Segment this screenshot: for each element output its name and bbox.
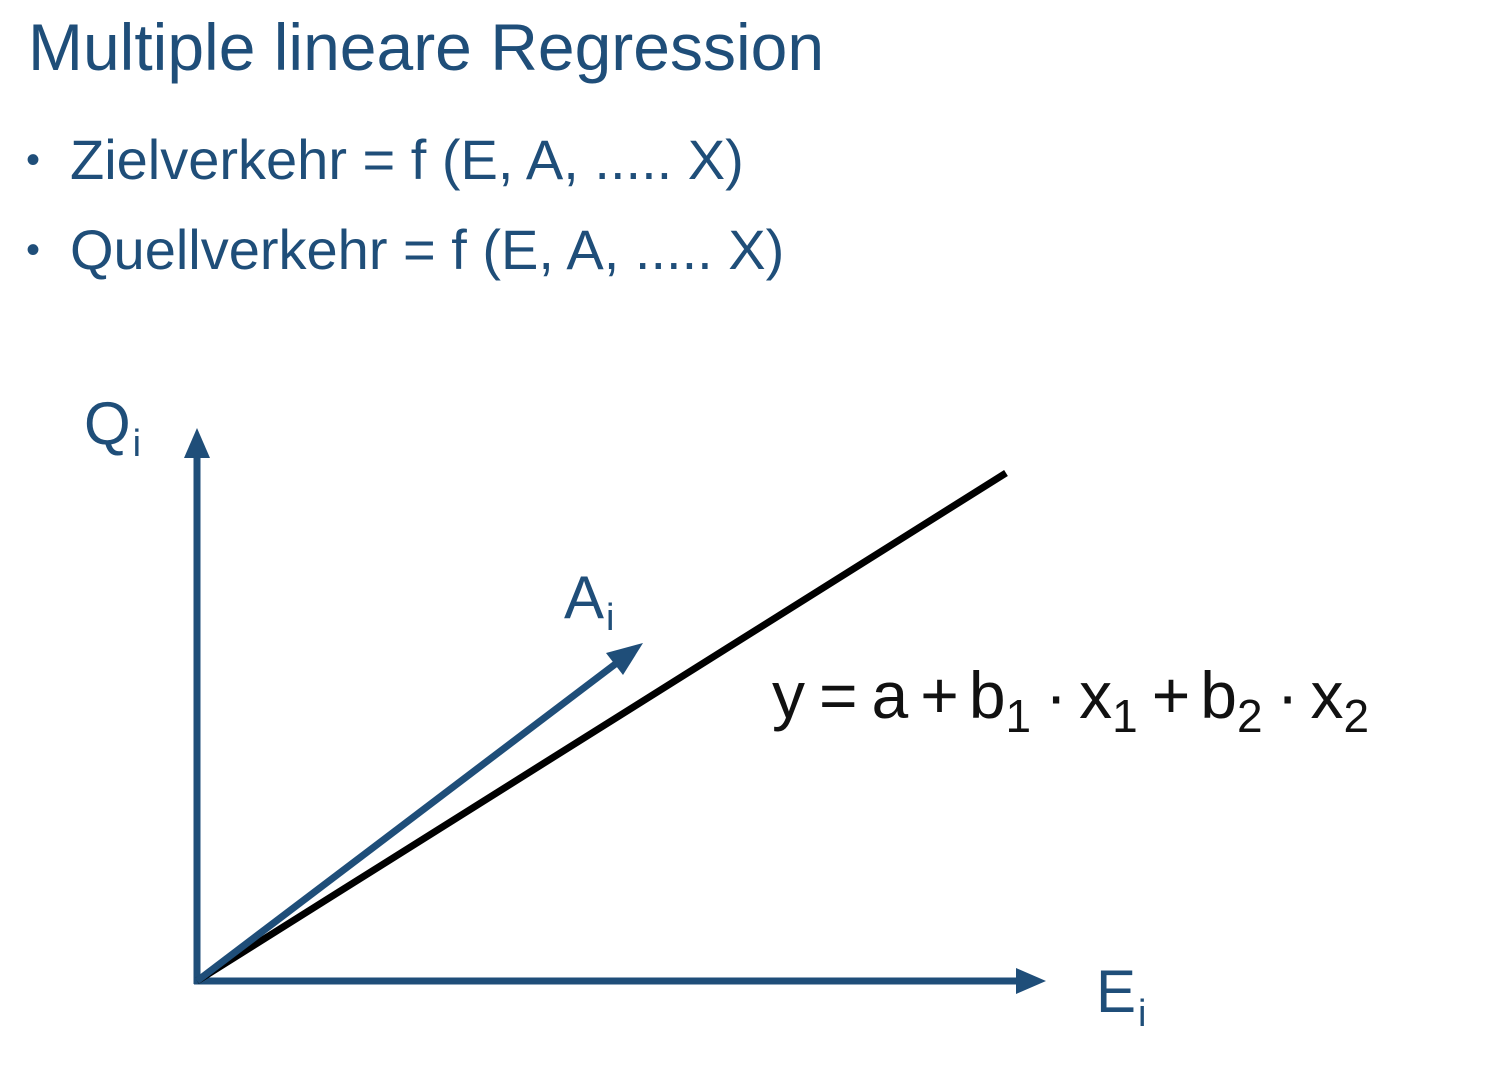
eq-b2-sub: 2: [1237, 690, 1263, 742]
eq-plus-1: +: [920, 658, 959, 732]
bullet-marker: •: [26, 228, 41, 272]
x-axis-label-sub: i: [1138, 993, 1146, 1035]
a-vector-label-main: A: [564, 564, 604, 631]
eq-dot-2: ·: [1277, 658, 1299, 732]
bullet-item-quellverkehr: • Quellverkehr = f (E, A, ..... X): [26, 222, 784, 312]
y-axis-label: Qi: [84, 390, 141, 465]
a-vector-arrowhead: [606, 643, 643, 675]
y-axis-label-sub: i: [133, 423, 141, 465]
eq-plus-2: +: [1152, 658, 1191, 732]
eq-b2: b: [1200, 658, 1237, 732]
eq-x2-sub: 2: [1344, 690, 1370, 742]
regression-equation: y = a + b1 · x1 + b2 · x2: [772, 658, 1369, 742]
a-vector-label-sub: i: [606, 597, 614, 639]
a-vector-line: [194, 656, 625, 984]
eq-x1: x: [1079, 658, 1112, 732]
bullet-marker: •: [26, 138, 41, 182]
x-axis-label: Ei: [1096, 958, 1146, 1035]
y-axis-label-main: Q: [84, 390, 131, 457]
bullet-text: Quellverkehr = f (E, A, ..... X): [70, 218, 785, 281]
regression-line: [195, 470, 1008, 984]
y-axis-arrowhead: [184, 428, 210, 458]
slide-title: Multiple lineare Regression: [28, 10, 825, 84]
x-axis-label-main: E: [1096, 958, 1136, 1025]
x-axis-arrowhead: [1016, 968, 1046, 994]
eq-a: a: [872, 658, 909, 732]
bullet-list: • Zielverkehr = f (E, A, ..... X) • Quellv…: [26, 132, 784, 312]
eq-b1-sub: 1: [1006, 690, 1032, 742]
eq-b1: b: [969, 658, 1006, 732]
eq-dot-1: ·: [1045, 658, 1067, 732]
eq-y: y: [772, 658, 805, 732]
eq-equals: =: [819, 658, 858, 732]
bullet-item-zielverkehr: • Zielverkehr = f (E, A, ..... X): [26, 132, 784, 222]
eq-x2: x: [1311, 658, 1344, 732]
a-vector-label: Ai: [564, 564, 614, 639]
eq-x1-sub: 1: [1112, 690, 1138, 742]
bullet-text: Zielverkehr = f (E, A, ..... X): [70, 128, 744, 191]
